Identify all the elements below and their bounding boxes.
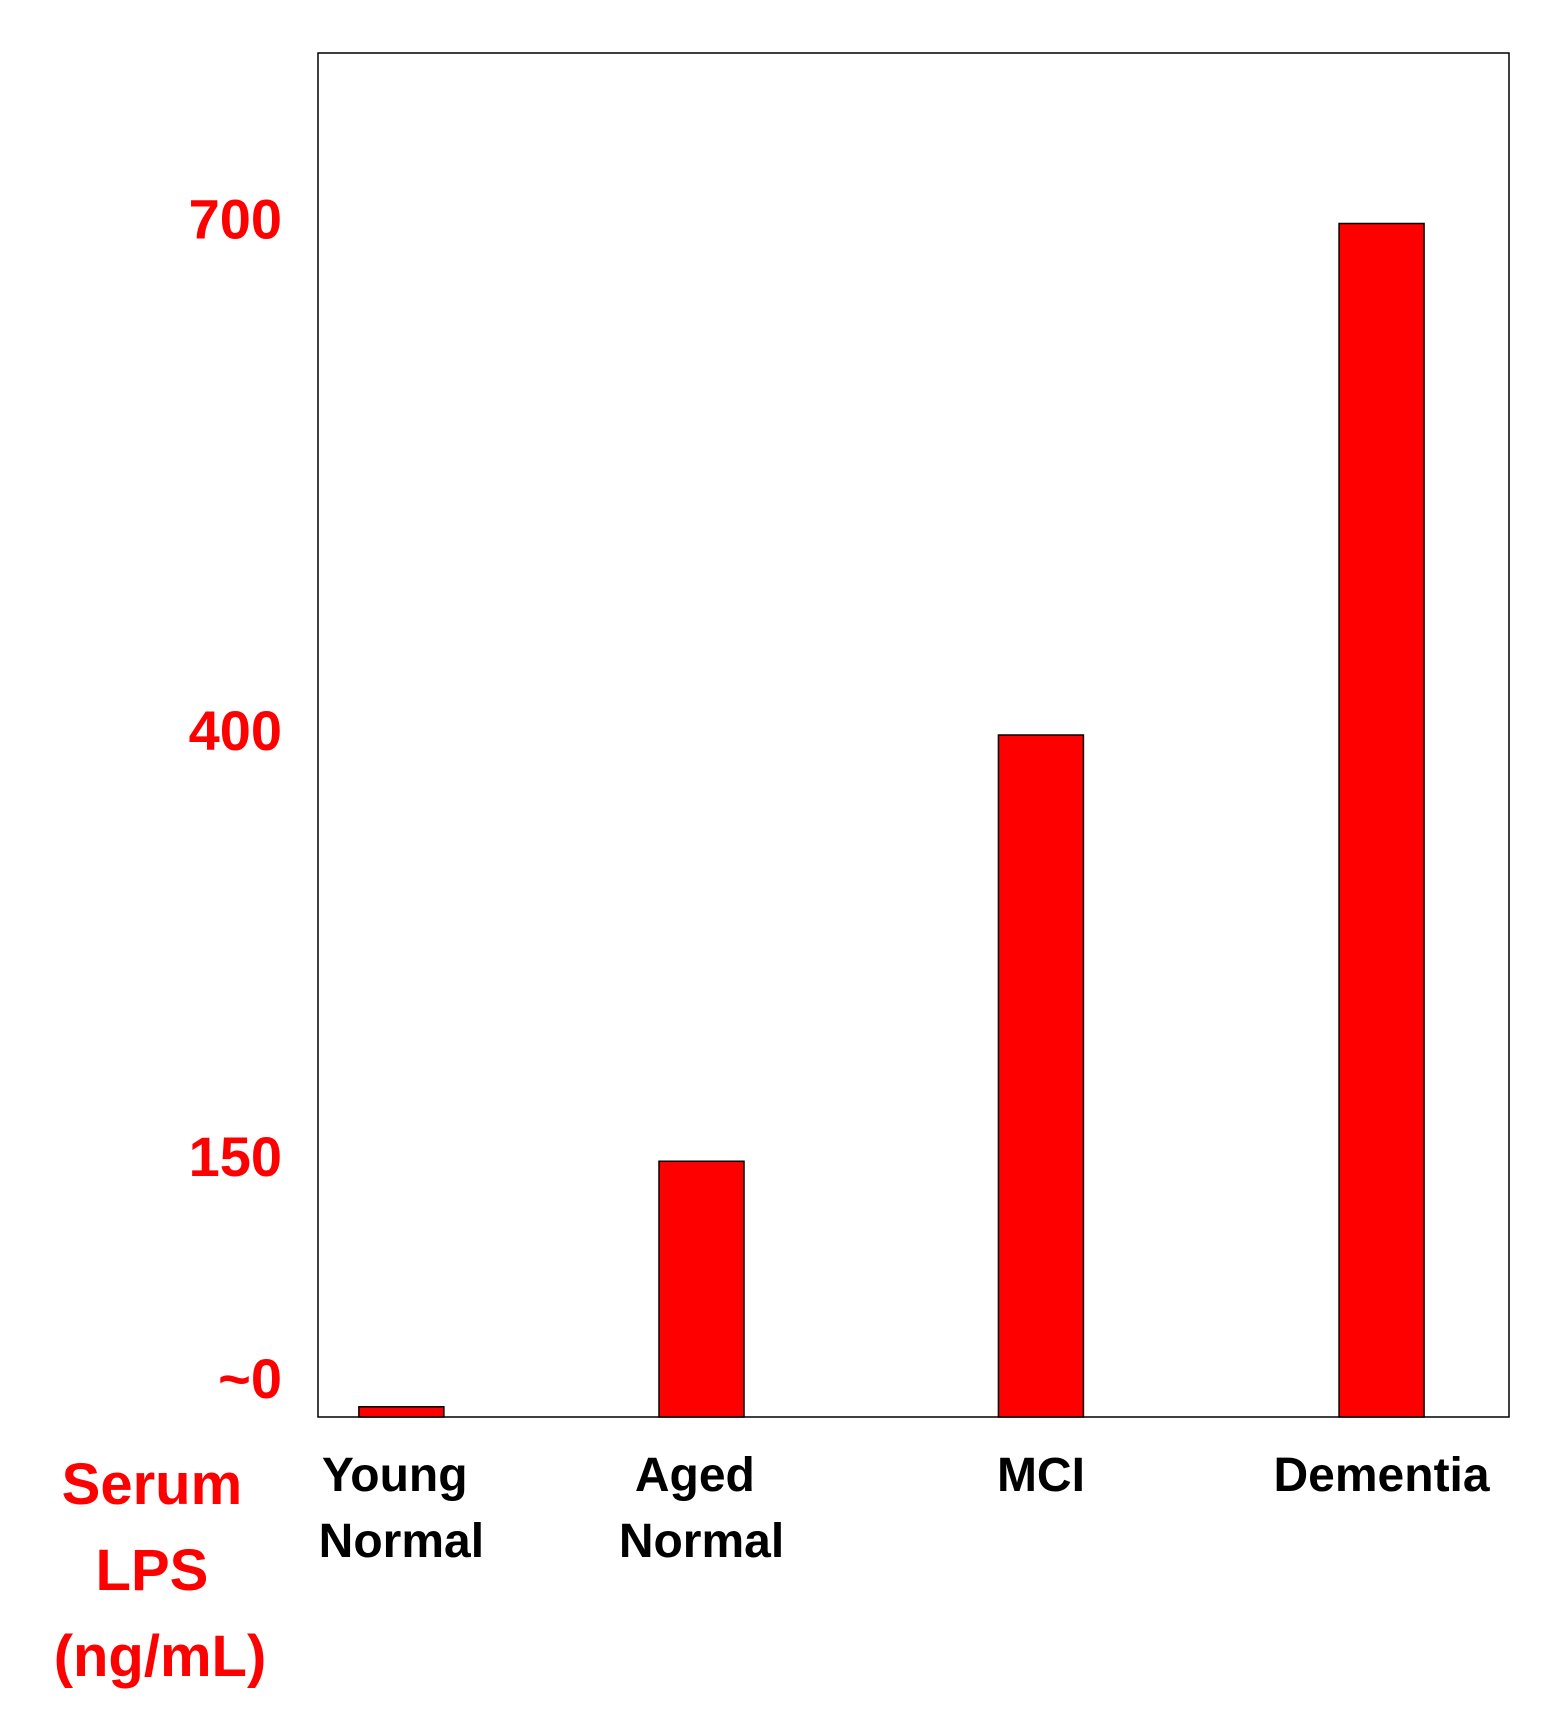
y-axis-title: Serum LPS (ng/mL) xyxy=(54,1452,267,1689)
bar xyxy=(358,1406,445,1418)
x-tick-label: Young Normal xyxy=(319,1449,484,1568)
bar xyxy=(658,1160,745,1418)
x-tick-label: Dementia xyxy=(1274,1449,1490,1502)
bar xyxy=(997,734,1085,1418)
y-tick-label: 700 xyxy=(189,187,282,250)
x-tick-label: MCI xyxy=(997,1449,1085,1502)
x-tick-label: Aged Normal xyxy=(619,1449,784,1568)
y-tick-label: 150 xyxy=(189,1125,282,1188)
bar xyxy=(1338,222,1425,1418)
y-tick-label: ~0 xyxy=(218,1347,282,1410)
plot-frame xyxy=(317,52,1510,1418)
y-tick-label: 400 xyxy=(189,699,282,762)
